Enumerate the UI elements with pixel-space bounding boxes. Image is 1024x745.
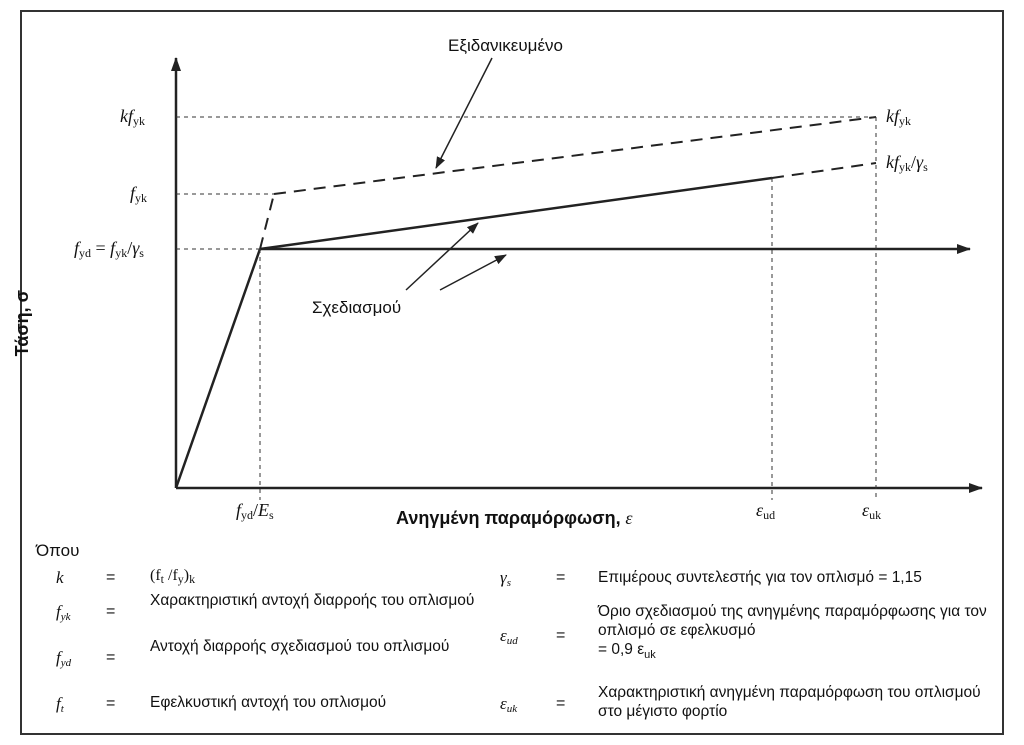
idealized-inclined-branch xyxy=(273,116,877,195)
legend-sym-eud: εud xyxy=(500,626,518,647)
legend-sym-fyk: fyk xyxy=(56,602,71,623)
label-design: Σχεδιασμού xyxy=(312,298,402,317)
y-axis-title: Τάση, σ xyxy=(12,290,32,357)
legend-def-fyd: Αντοχή διαρροής σχεδιασμού του οπλισμού xyxy=(150,638,450,655)
legend-eq-k: = xyxy=(106,569,116,586)
legend-eq-fyd: = xyxy=(106,649,116,666)
x-axis-title: Ανηγμένη παραμόρφωση, ε xyxy=(396,508,633,528)
design-inclined-branch xyxy=(259,176,773,251)
arrow-idealized xyxy=(435,57,493,169)
legend-eq-ft: = xyxy=(106,695,116,712)
legend-eq-gs: = xyxy=(556,569,566,586)
figure-frame xyxy=(20,10,1004,735)
legend-sym-ft: ft xyxy=(56,694,64,715)
design-branch-extension xyxy=(771,162,877,179)
legend-def-eud: Όριο σχεδιασμού της ανηγμένης παραμόρφωσ… xyxy=(598,603,987,662)
legend-title: Όπου xyxy=(36,541,80,560)
legend-def-euk: Χαρακτηριστική ανηγμένη παραμόρφωση του … xyxy=(598,684,981,720)
arrow-design-1 xyxy=(405,222,479,291)
x-tick-euk: εuk xyxy=(862,500,882,522)
legend-sym-euk: εuk xyxy=(500,694,518,715)
elastic-branch xyxy=(174,248,262,489)
label-idealized: Εξιδανικευμένο xyxy=(448,36,563,55)
right-label-kfyk: kfyk xyxy=(886,106,912,128)
legend-sym-fyd: fyd xyxy=(56,648,72,669)
legend-def-k: (ft /fy)k xyxy=(150,567,196,586)
y-tick-fyk: fyk xyxy=(130,183,148,205)
legend-eq-euk: = xyxy=(556,695,566,712)
legend-def-gs: Επιμέρους συντελεστής για τον οπλισμό = … xyxy=(598,569,922,586)
legend-def-fyk: Χαρακτηριστική αντοχή διαρροής του οπλισ… xyxy=(150,592,475,609)
legend-sym-k: k xyxy=(56,568,64,587)
right-label-kfyk-gs: kfyk/γs xyxy=(886,152,928,174)
legend-eq-eud: = xyxy=(556,627,566,644)
idealized-elastic-branch xyxy=(259,193,275,250)
arrow-design-2 xyxy=(439,254,507,291)
x-tick-eud: εud xyxy=(756,500,776,522)
y-tick-fyd: fyd = fyk/γs xyxy=(74,238,144,260)
legend-sym-gs: γs xyxy=(500,568,511,589)
x-tick-fyd-es: fyd/Es xyxy=(236,500,274,522)
legend-eq-fyk: = xyxy=(106,603,116,620)
legend-def-ft: Εφελκυστική αντοχή του οπλισμού xyxy=(150,694,387,711)
y-tick-kfyk: kfyk xyxy=(120,106,146,128)
